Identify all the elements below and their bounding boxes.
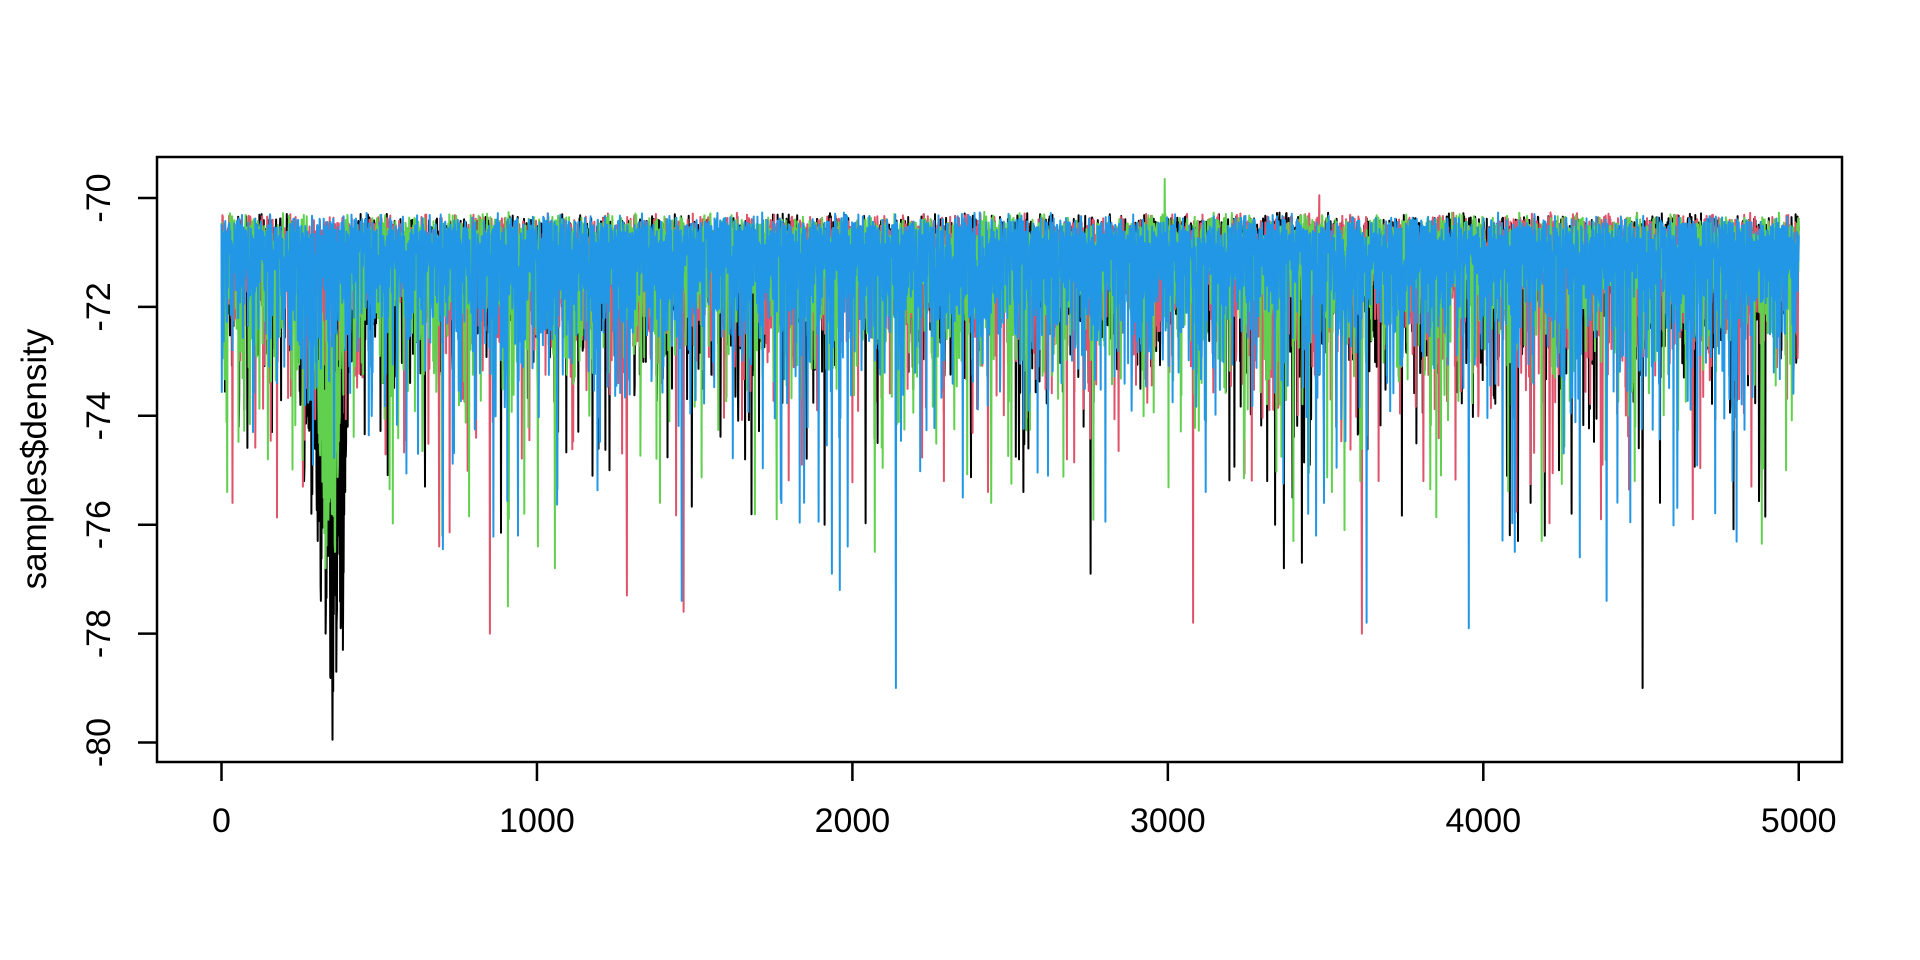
y-tick-label: -74	[80, 391, 118, 440]
x-tick-label: 2000	[815, 802, 891, 840]
trace-chain-4	[220, 211, 1800, 689]
y-tick-label: -72	[80, 282, 118, 331]
y-tick-label: -76	[80, 500, 118, 549]
x-tick-label: 5000	[1761, 802, 1837, 840]
y-tick-label: -80	[80, 718, 118, 767]
x-tick-label: 4000	[1445, 802, 1521, 840]
x-tick-label: 3000	[1130, 802, 1206, 840]
y-axis-title: samples$density	[15, 328, 54, 589]
traces	[220, 177, 1800, 741]
y-axis: -70 -72 -74 -76 -78 -80	[80, 173, 157, 767]
y-tick-label: -78	[80, 609, 118, 658]
plot-box	[155, 155, 1844, 764]
x-tick-label: 0	[212, 802, 231, 840]
x-axis: 0 1000 2000 3000 4000 5000	[212, 762, 1837, 840]
x-tick-label: 1000	[499, 802, 575, 840]
y-tick-label: -70	[80, 173, 118, 222]
